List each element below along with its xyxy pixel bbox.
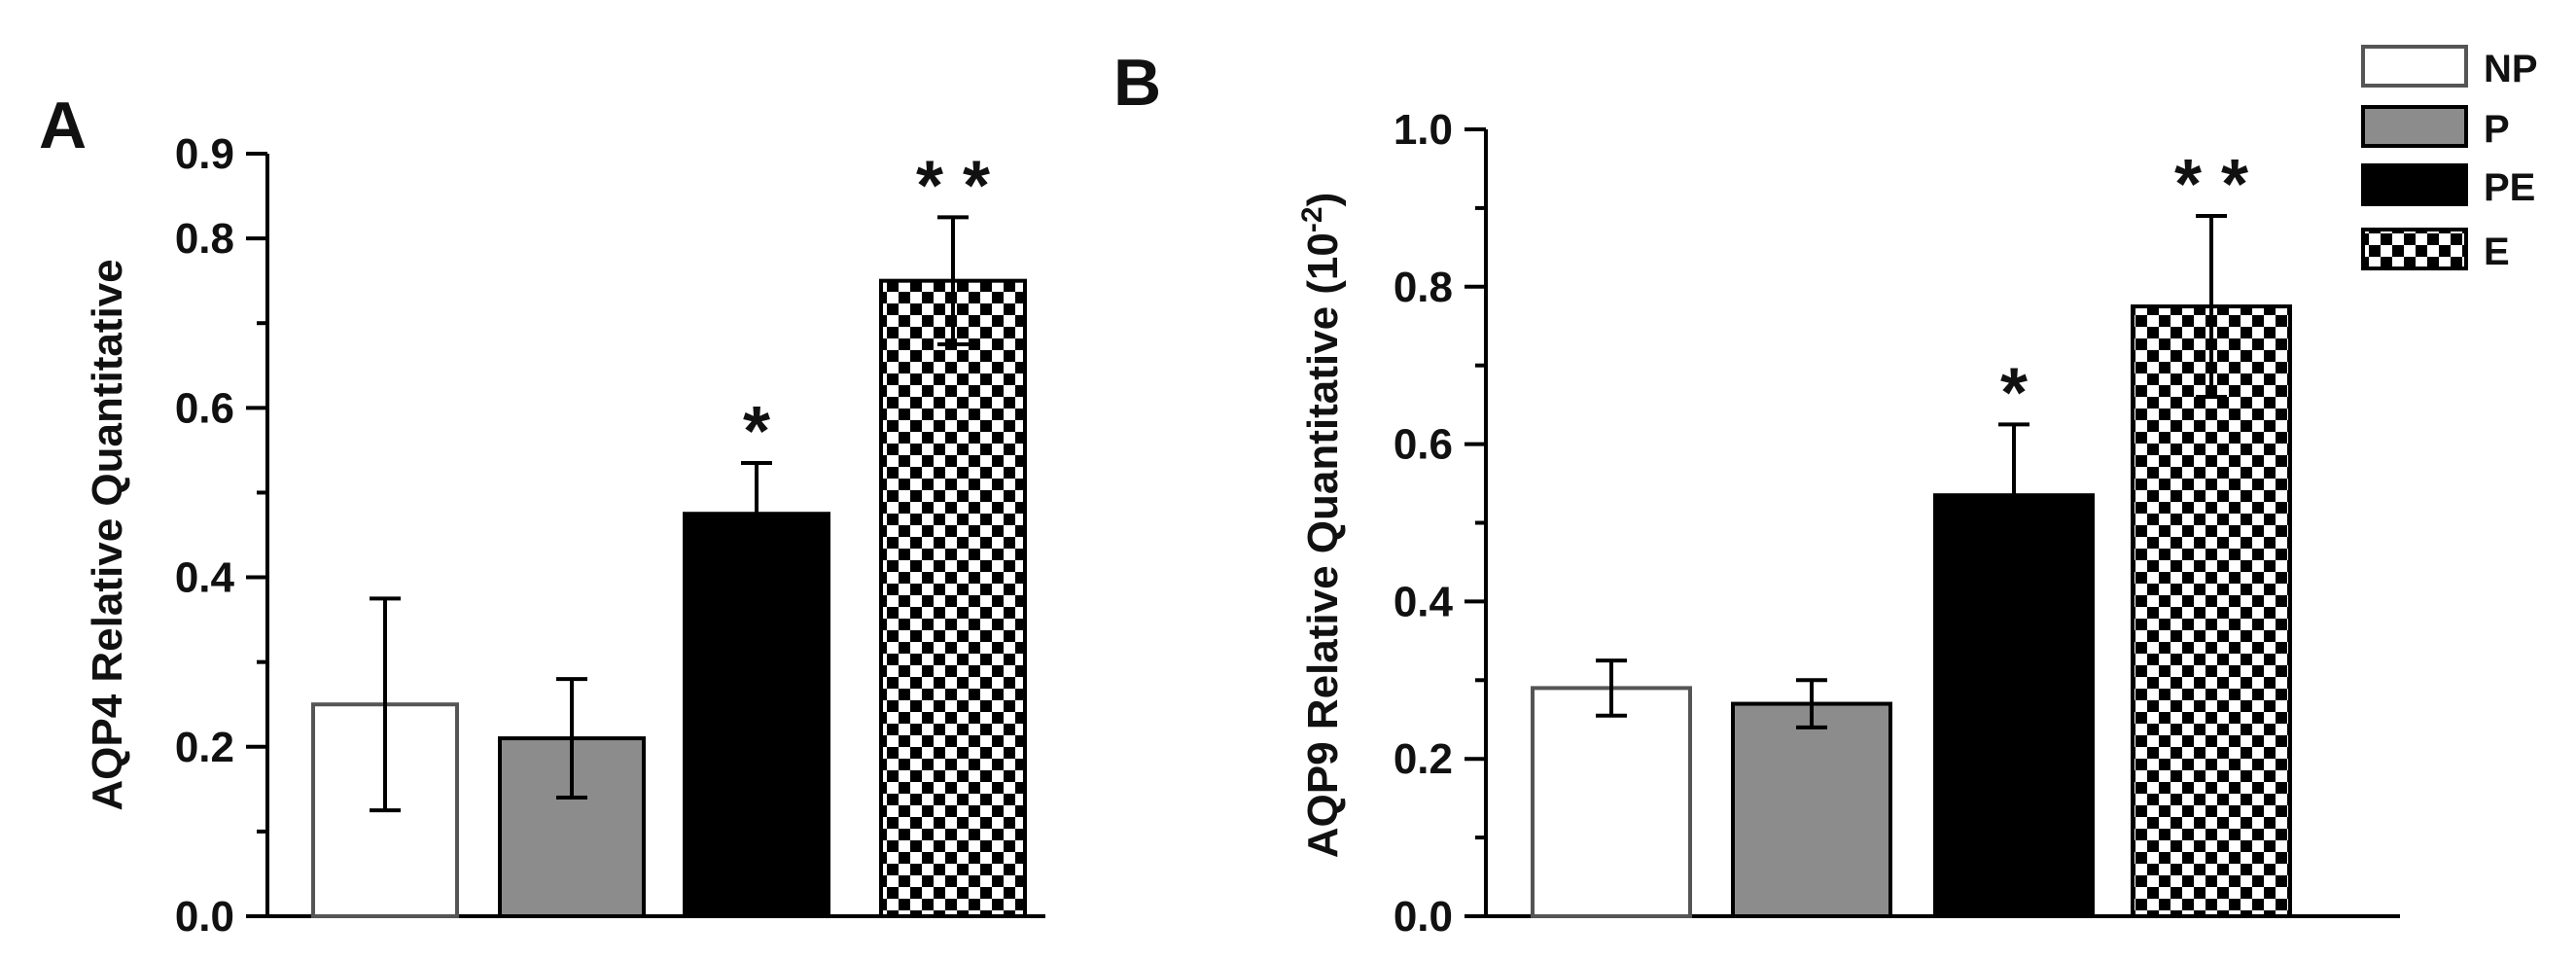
legend-label-e: E <box>2484 231 2510 273</box>
legend-swatch-pe <box>2361 163 2468 206</box>
y-tick-label: 0.2 <box>175 724 234 771</box>
significance-marker: * * <box>916 147 990 225</box>
bar-pe <box>683 512 830 918</box>
legend-swatch-np <box>2361 45 2468 88</box>
legend-label-p: P <box>2484 108 2510 151</box>
panel-b-letter: B <box>1113 46 1161 120</box>
legend: NP P PE E <box>2361 45 2538 273</box>
panel-b-chart: 0.0 0.2 0.4 0.6 0.8 1.0 AQP9 Relative Quantita… <box>1296 106 2400 941</box>
y-tick-label: 0.8 <box>175 215 234 263</box>
legend-swatch-e <box>2361 228 2468 270</box>
significance-marker: * * <box>2174 146 2248 224</box>
y-axis-title: AQP9 Relative Quantitative (10-2) <box>1296 193 1347 858</box>
y-tick-label: 0.0 <box>175 893 234 941</box>
y-tick-label: 0.6 <box>175 384 234 432</box>
y-tick-label: 0.4 <box>175 554 235 602</box>
bar-p <box>1731 701 1892 918</box>
y-tick-label: 0.0 <box>1394 893 1453 941</box>
panel-a-chart: 0.0 0.2 0.4 0.6 0.8 0.9 AQP4 Relative Quantita… <box>84 130 1045 941</box>
y-axis-title: AQP4 Relative Quantitative <box>84 259 131 810</box>
legend-label-pe: PE <box>2484 166 2535 209</box>
significance-marker: * <box>2000 354 2028 432</box>
y-tick-label: 0.4 <box>1394 578 1454 625</box>
significance-marker: * <box>743 393 770 471</box>
bar-np <box>1531 686 1692 919</box>
panel-a-letter: A <box>39 89 87 162</box>
y-tick-label: 0.8 <box>1394 264 1453 311</box>
bar-e <box>2131 304 2292 918</box>
y-tick-label: 0.6 <box>1394 421 1453 469</box>
bar-e <box>879 278 1027 918</box>
y-tick-label: 0.9 <box>175 130 234 178</box>
y-tick-label: 0.2 <box>1394 735 1453 783</box>
legend-label-np: NP <box>2484 48 2538 90</box>
legend-swatch-p <box>2361 105 2468 148</box>
y-tick-label: 1.0 <box>1394 106 1453 154</box>
